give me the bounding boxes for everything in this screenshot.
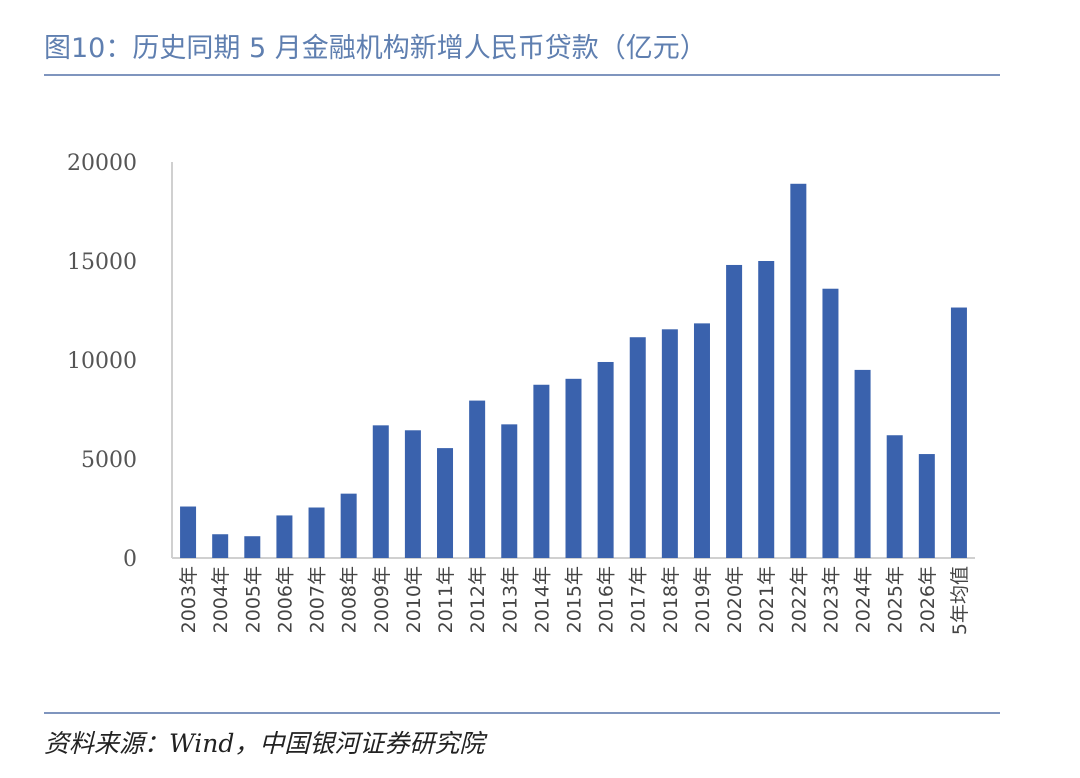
y-tick-label: 20000 — [67, 151, 137, 176]
bar — [501, 424, 518, 558]
bar — [308, 507, 325, 558]
bar — [886, 435, 903, 558]
x-tick-label: 2011年 — [435, 566, 457, 633]
bar — [758, 261, 775, 558]
x-tick-label: 5年均值 — [949, 566, 971, 635]
x-tick-label: 2026年 — [917, 566, 939, 633]
x-tick-label: 2020年 — [724, 566, 746, 633]
bar — [597, 361, 614, 558]
x-tick-label: 2025年 — [885, 566, 907, 633]
source-divider — [44, 712, 1000, 714]
x-tick-label: 2021年 — [756, 566, 778, 633]
x-tick-label: 2015年 — [564, 566, 586, 633]
chart-title: 图10：历史同期 5 月金融机构新增人民币贷款（亿元） — [44, 33, 707, 64]
bar — [180, 506, 197, 558]
y-tick-label: 5000 — [81, 448, 137, 473]
x-tick-label: 2009年 — [371, 566, 393, 633]
bar — [565, 378, 582, 558]
bar — [437, 448, 454, 558]
x-tick-label: 2014年 — [531, 566, 553, 633]
x-tick-label: 2024年 — [853, 566, 875, 633]
y-tick-label: 15000 — [67, 250, 137, 275]
x-axis-ticks: 2003年 2004年 2005年 2006年 2007年 2008年 2009年 2010年… — [178, 566, 971, 635]
bar — [661, 329, 678, 558]
title-divider — [44, 74, 1000, 76]
x-tick-label: 2003年 — [178, 566, 200, 633]
bar — [212, 534, 229, 558]
x-tick-label: 2023年 — [820, 566, 842, 633]
bar — [629, 337, 646, 558]
bar — [276, 515, 293, 558]
bar — [469, 400, 486, 558]
bar — [822, 288, 839, 558]
bar — [244, 536, 261, 558]
x-tick-label: 2019年 — [692, 566, 714, 633]
x-tick-label: 2010年 — [403, 566, 425, 633]
x-tick-label: 2007年 — [307, 566, 329, 633]
x-tick-label: 2006年 — [274, 566, 296, 633]
x-tick-label: 2012年 — [467, 566, 489, 633]
bar — [950, 307, 967, 558]
y-tick-label: 10000 — [67, 349, 137, 374]
bar — [533, 384, 550, 558]
x-tick-label: 2013年 — [499, 566, 521, 633]
x-tick-label: 2016年 — [596, 566, 618, 633]
bar — [372, 425, 389, 558]
x-tick-label: 2018年 — [660, 566, 682, 633]
x-tick-label: 2004年 — [210, 566, 232, 633]
x-tick-label: 2017年 — [628, 566, 650, 633]
y-axis-ticks: 0 5000 10000 15000 20000 — [67, 151, 137, 572]
bar — [693, 323, 710, 558]
source-note: 资料来源：Wind，中国银河证券研究院 — [44, 729, 485, 758]
bar — [404, 430, 421, 558]
x-tick-label: 2022年 — [788, 566, 810, 633]
x-tick-label: 2005年 — [242, 566, 264, 633]
y-tick-label: 0 — [123, 547, 137, 572]
bar — [790, 183, 807, 558]
bar — [340, 493, 357, 558]
bars — [180, 183, 967, 558]
bar — [854, 369, 871, 558]
x-tick-label: 2008年 — [339, 566, 361, 633]
bar — [918, 454, 935, 558]
bar — [726, 264, 743, 558]
